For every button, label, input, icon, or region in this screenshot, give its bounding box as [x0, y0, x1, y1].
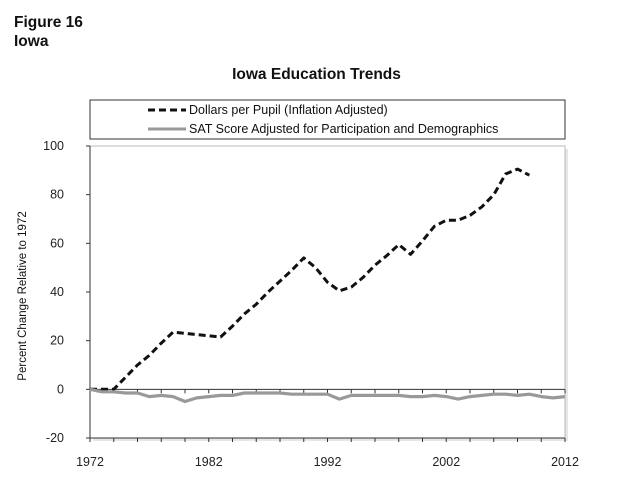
legend-box [89, 99, 566, 140]
y-tick-label: 80 [50, 188, 64, 202]
legend-label-1: Dollars per Pupil (Inflation Adjusted) [189, 103, 388, 117]
x-tick-label: 2002 [432, 455, 460, 469]
series-line-2 [89, 387, 566, 404]
y-tick-label: 60 [50, 236, 64, 250]
x-tick-label: 1982 [195, 455, 223, 469]
y-tick-label: 40 [50, 285, 64, 299]
y-tick-label: 0 [57, 382, 64, 396]
y-tick-label: 20 [50, 334, 64, 348]
x-tick-label: 1992 [314, 455, 342, 469]
x-tick-label: 1972 [76, 455, 104, 469]
figure-state: Iowa [14, 33, 49, 50]
legend-label-2: SAT Score Adjusted for Participation and… [189, 122, 498, 136]
y-tick-label: -20 [46, 431, 64, 445]
figure-label: Figure 16 Iowa [14, 13, 83, 51]
figure-number: Figure 16 [14, 14, 83, 31]
series-line-1 [90, 167, 531, 391]
chart-title: Iowa Education Trends [232, 66, 401, 83]
plot-area: 100 80 60 40 20 0 -20 1972 1982 1992 2002 2012 [43, 139, 579, 469]
y-tick-label: 100 [43, 139, 64, 153]
y-axis-label: Percent Change Relative to 1972 [17, 211, 29, 380]
x-tick-label: 2012 [551, 455, 579, 469]
legend: Dollars per Pupil (Inflation Adjusted) SA… [89, 99, 566, 140]
